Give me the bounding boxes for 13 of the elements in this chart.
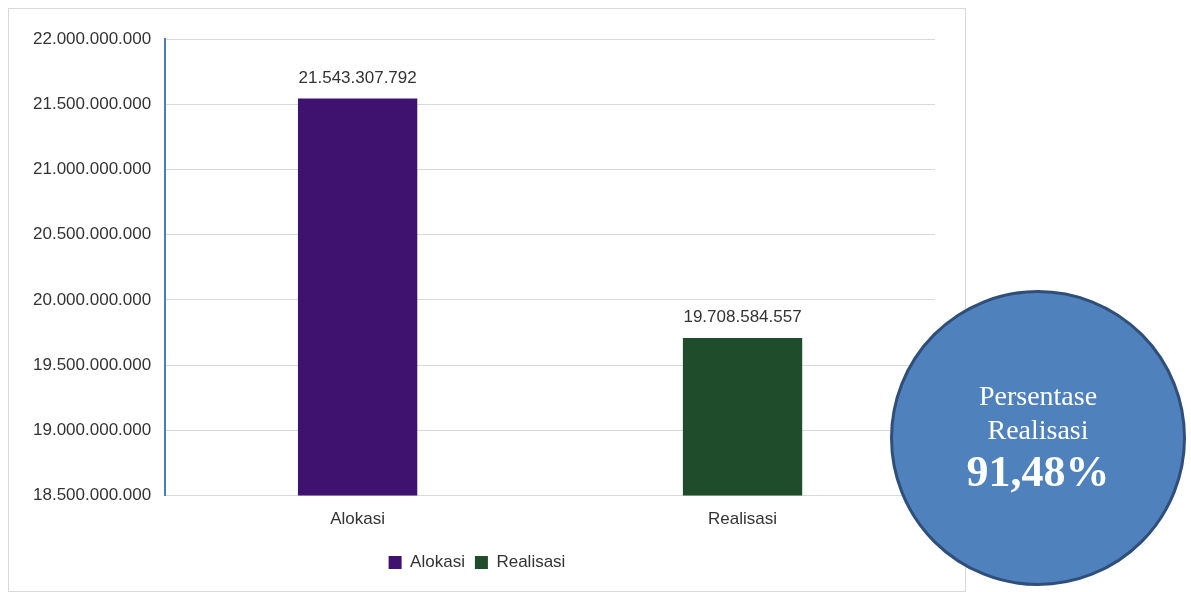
y-tick-label: 20.500.000.000 xyxy=(33,224,152,244)
data-label: 19.708.584.557 xyxy=(683,307,802,327)
y-tick-label: 21.000.000.000 xyxy=(33,159,152,179)
legend-label: Alokasi xyxy=(410,552,465,572)
legend-label: Realisasi xyxy=(496,552,566,572)
y-tick-label: 22.000.000.000 xyxy=(33,28,152,48)
circle-badge: Persentase Realisasi 91,48% xyxy=(890,290,1186,586)
y-tick-label: 20.000.000.000 xyxy=(33,289,152,309)
y-tick-label: 19.500.000.000 xyxy=(33,354,152,374)
y-tick-label: 19.000.000.000 xyxy=(33,420,152,440)
data-label: 21.543.307.792 xyxy=(298,67,417,87)
y-tick-label: 21.500.000.000 xyxy=(33,93,152,113)
y-tick-label: 18.500.000.000 xyxy=(33,485,152,505)
